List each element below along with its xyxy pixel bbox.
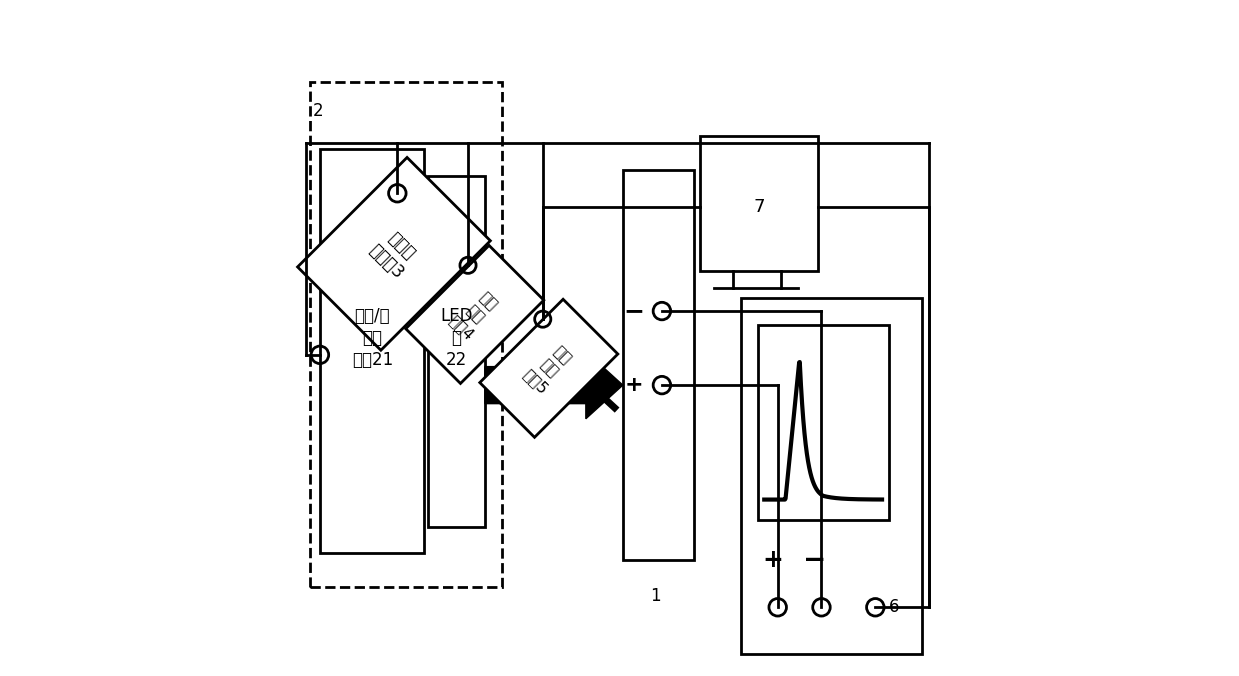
Bar bbox=[741, 297, 923, 654]
Text: 2: 2 bbox=[312, 102, 323, 120]
Text: 稳压/或
恒流
电溑21: 稳压/或 恒流 电溑21 bbox=[352, 307, 393, 369]
Text: −: − bbox=[623, 299, 644, 323]
Text: LED
灯
22: LED 灯 22 bbox=[440, 307, 473, 369]
Text: +: + bbox=[624, 375, 643, 395]
Text: 光路
调节
单免5: 光路 调节 单免5 bbox=[520, 340, 577, 397]
Text: +: + bbox=[762, 548, 783, 572]
Bar bbox=[700, 136, 818, 270]
Text: 瞬态脉
冲光源3: 瞬态脉 冲光源3 bbox=[366, 225, 422, 283]
Polygon shape bbox=[479, 299, 618, 437]
Polygon shape bbox=[297, 158, 491, 350]
Bar bbox=[623, 170, 694, 560]
FancyArrow shape bbox=[484, 352, 623, 419]
Text: 6: 6 bbox=[888, 598, 900, 617]
Bar bbox=[320, 149, 424, 554]
Bar bbox=[427, 176, 484, 527]
Text: −: − bbox=[803, 546, 826, 574]
Bar bbox=[757, 324, 888, 520]
Text: 光路
控制
开关4: 光路 控制 开关4 bbox=[446, 286, 503, 343]
Bar bbox=[310, 82, 502, 587]
Text: 1: 1 bbox=[650, 587, 660, 605]
Polygon shape bbox=[405, 245, 544, 383]
Text: 7: 7 bbox=[753, 197, 766, 216]
